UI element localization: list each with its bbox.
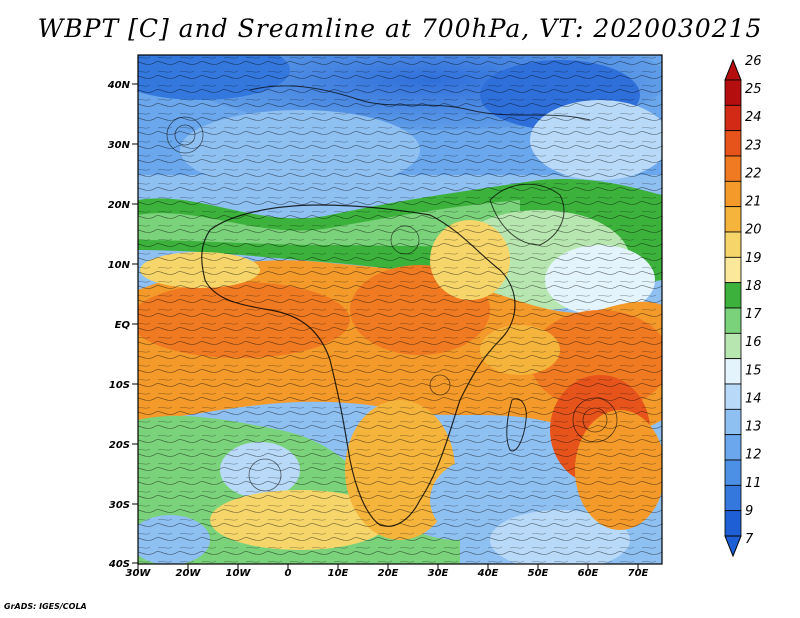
- wbpt-field: [138, 55, 662, 564]
- colorbar-swatch: [724, 332, 742, 360]
- lat-label: 10N: [108, 260, 131, 271]
- lon-label: 50E: [528, 568, 549, 579]
- colorbar-swatch: [724, 282, 742, 309]
- colorbar-top-arrow: [724, 58, 742, 81]
- lat-label: 40N: [107, 80, 131, 91]
- colorbar-swatch: [724, 358, 742, 385]
- colorbar-swatch: [724, 510, 742, 537]
- colorbar-label: 21: [745, 195, 762, 210]
- colorbar-swatch: [724, 155, 742, 182]
- colorbar-swatch: [724, 459, 742, 486]
- lat-label: 20N: [108, 200, 131, 211]
- colorbar-swatch: [724, 130, 742, 157]
- colorbar-label: 18: [745, 279, 762, 294]
- colorbar-swatch: [724, 180, 742, 208]
- colorbar-label: 11: [745, 476, 762, 491]
- map-title: WBPT [C] and Sreamline at 700hPa, VT: 20…: [37, 14, 763, 43]
- colorbar-swatch: [724, 231, 742, 258]
- colorbar-label: 7: [745, 532, 754, 547]
- colorbar-label: 19: [745, 251, 762, 266]
- longitude-axis: 30W 20W 10W 0 10E 20E 30E 40E 50E 60E 70E: [126, 564, 649, 579]
- colorbar-label: 22: [745, 166, 762, 181]
- colorbar-swatch: [724, 79, 742, 106]
- lat-label: 10S: [109, 380, 130, 391]
- colorbar-label: 15: [745, 363, 762, 378]
- lat-label: 30N: [108, 140, 131, 151]
- colorbar-label: 14: [745, 391, 762, 406]
- colorbar-swatch: [724, 104, 742, 132]
- lon-label: 10W: [226, 568, 252, 579]
- lat-label: 20S: [109, 440, 130, 451]
- colorbar-label: 9: [745, 504, 753, 519]
- credit-label: GrADS: IGES/COLA: [4, 602, 87, 611]
- colorbar-label: 13: [745, 420, 762, 435]
- lon-label: 0: [285, 568, 292, 579]
- colorbar-swatch: [724, 434, 742, 461]
- colorbar-label: 26: [745, 54, 762, 69]
- colorbar-label: 24: [745, 110, 762, 125]
- lon-label: 40E: [477, 568, 499, 579]
- lon-label: 20W: [176, 568, 202, 579]
- lon-label: 20E: [378, 568, 399, 579]
- lat-label: EQ: [115, 320, 131, 331]
- colorbar-swatch: [724, 383, 742, 410]
- colorbar-swatch: [724, 206, 742, 233]
- lat-label: 30S: [109, 500, 130, 511]
- lon-label: 30W: [126, 568, 152, 579]
- colorbar-label: 17: [745, 307, 762, 322]
- colorbar-label: 12: [745, 448, 762, 463]
- lon-label: 70E: [628, 568, 649, 579]
- colorbar-label: 23: [745, 138, 762, 153]
- lon-label: 30E: [428, 568, 449, 579]
- colorbar-label: 25: [745, 82, 762, 97]
- latitude-axis: 40N 30N 20N 10N EQ 10S 20S 30S 40S: [107, 80, 138, 570]
- colorbar-swatch: [724, 307, 742, 334]
- map-frame: [137, 54, 663, 565]
- colorbar-swatch: [724, 256, 742, 284]
- colorbar-label: 16: [745, 335, 762, 350]
- lon-label: 10E: [328, 568, 349, 579]
- colorbar-swatch: [724, 408, 742, 436]
- lon-label: 60E: [578, 568, 599, 579]
- colorbar: 26 25 24 23 22 21 20 19 18 17 16 15 14 13 12 11 9 7: [724, 54, 762, 558]
- colorbar-bottom-arrow: [724, 535, 742, 558]
- lat-label: 40S: [108, 559, 130, 570]
- colorbar-label: 20: [745, 223, 762, 238]
- colorbar-swatch: [724, 484, 742, 512]
